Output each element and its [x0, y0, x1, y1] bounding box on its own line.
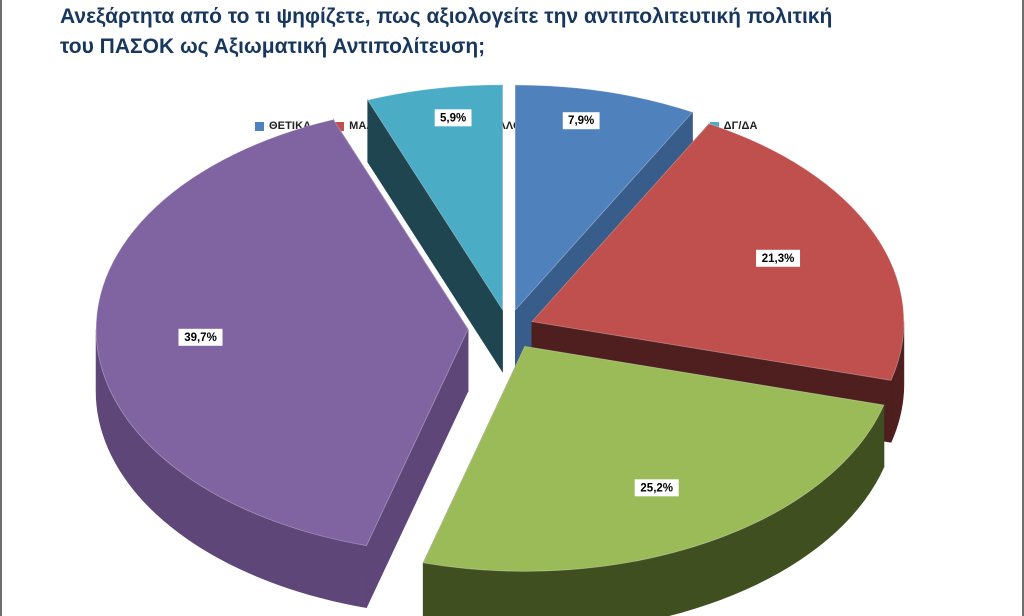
legend-label-4: ΔΓ/ΔΑ — [723, 120, 758, 132]
data-label-3: 39,7% — [184, 332, 217, 344]
data-label-4: 5,9% — [440, 112, 466, 124]
data-label-box-1 — [756, 249, 801, 267]
chart-title-line-2: του ΠΑΣΟΚ ως Αξιωματική Αντιπολίτευση; — [60, 35, 486, 58]
slice-1-μαλλον-θετικα — [531, 123, 905, 381]
chart-title-line-1: Ανεξάρτητα από το τι ψηφίζετε, πως αξιολ… — [60, 5, 833, 28]
slice-3-αρνητικα — [95, 118, 469, 547]
data-label-box-3 — [178, 328, 223, 346]
slice-0-θετικα — [514, 84, 694, 312]
data-label-0: 7,9% — [568, 115, 594, 127]
data-label-box-2 — [634, 479, 679, 497]
frame-border-left — [0, 0, 2, 616]
data-label-box-4 — [434, 109, 472, 127]
legend-swatch-1 — [335, 121, 345, 131]
pie-slices — [95, 84, 905, 572]
chart-title: Ανεξάρτητα από το τι ψηφίζετε, πως αξιολ… — [60, 2, 960, 62]
slice-2-μαλλον-αρνητικα — [422, 345, 885, 572]
data-label-box-0 — [562, 112, 600, 130]
pie-data-labels: 7,9% 21,3% 25,2% 39,7% 5,9% — [178, 109, 801, 497]
frame-border-right — [1022, 0, 1024, 616]
slice-4-δγ-δα — [367, 84, 503, 312]
legend-swatch-0 — [255, 121, 264, 131]
data-label-2: 25,2% — [640, 482, 673, 494]
data-label-1: 21,3% — [762, 253, 795, 265]
